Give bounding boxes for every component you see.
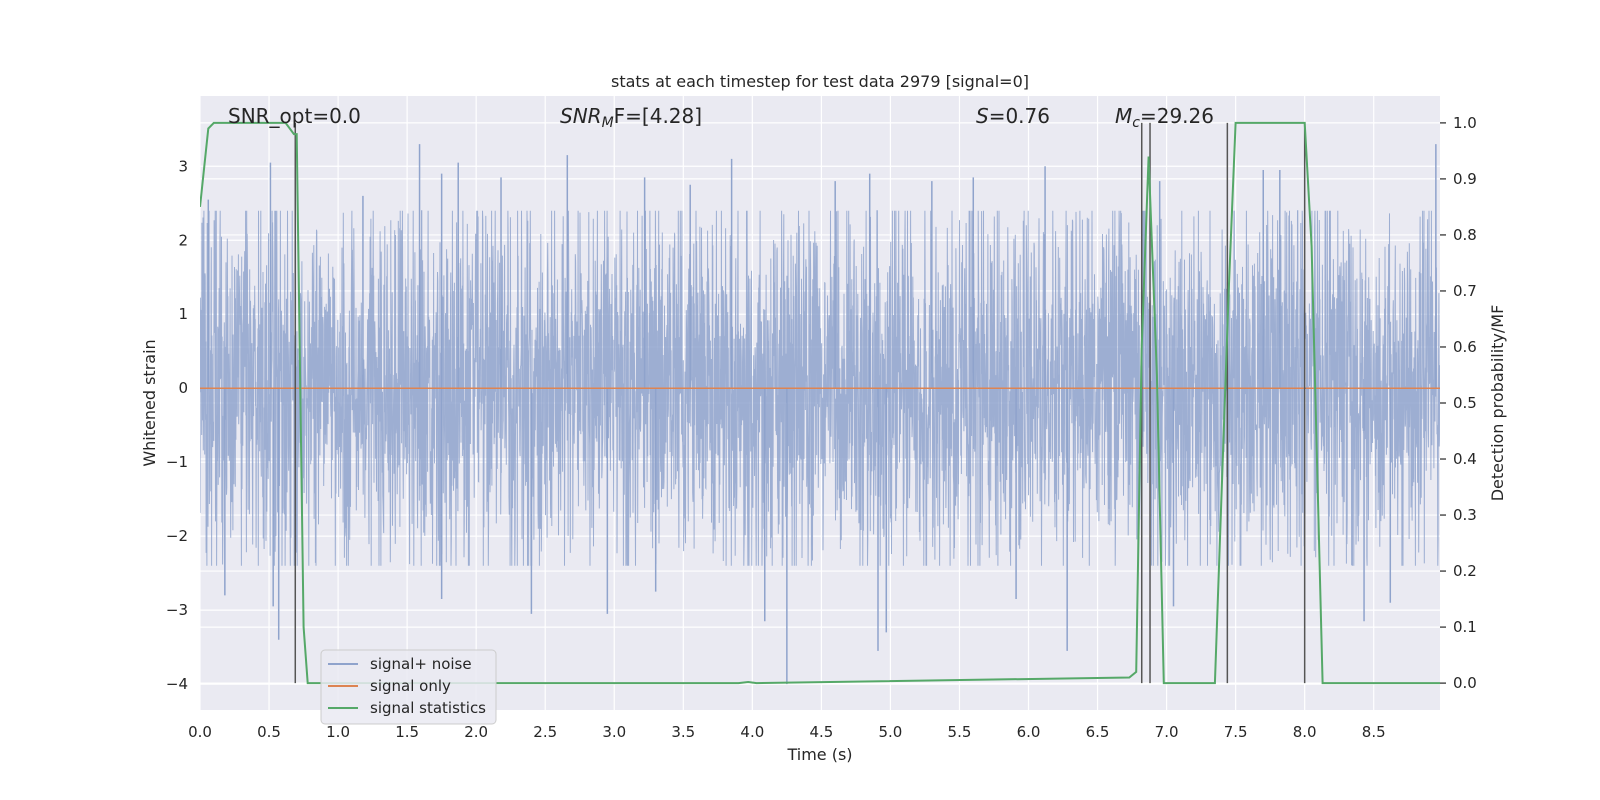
y2-tick-label: 0.0 <box>1453 674 1477 692</box>
y-tick-label: 2 <box>178 231 188 249</box>
x-tick-label: 4.0 <box>740 723 764 741</box>
x-tick-label: 7.5 <box>1224 723 1248 741</box>
x-axis-label: Time (s) <box>786 745 852 764</box>
series-signal-statistics <box>200 121 1440 685</box>
y2-tick-label: 0.9 <box>1453 170 1477 188</box>
legend-label-signal-statistics: signal statistics <box>370 699 486 717</box>
y-tick-label: −2 <box>166 527 188 545</box>
x-tick-label: 0.0 <box>188 723 212 741</box>
annotation-snr-opt: SNR_opt=0.0 <box>228 104 361 128</box>
annotation-snr-mf: SNRMF=[4.28] <box>560 104 702 131</box>
x-tick-label: 6.5 <box>1086 723 1110 741</box>
y-tick-label: 3 <box>178 157 188 175</box>
y2-tick-label: 1.0 <box>1453 114 1477 132</box>
legend: signal+ noise signal only signal statist… <box>320 649 497 725</box>
x-tick-label: 6.0 <box>1017 723 1041 741</box>
x-tick-label: 5.5 <box>948 723 972 741</box>
x-axis-ticks: 0.0 0.5 1.0 1.5 2.0 2.5 3.0 3.5 4.0 4.5 5.0 5.5 6.0 6… <box>188 723 1386 741</box>
y2-tick-label: 0.5 <box>1453 394 1477 412</box>
legend-label-signal-noise: signal+ noise <box>370 655 472 673</box>
y-tick-label: 1 <box>178 305 188 323</box>
y-tick-label: 0 <box>178 379 188 397</box>
x-tick-label: 3.5 <box>671 723 695 741</box>
x-tick-label: 8.0 <box>1293 723 1317 741</box>
x-tick-label: 7.0 <box>1155 723 1179 741</box>
y2-axis-ticks: 1.0 0.9 0.8 0.7 0.6 0.5 0.4 0.3 0.2 0.1 0.0 <box>1440 114 1477 692</box>
annotation-mc: Mc=29.26 <box>1115 104 1214 131</box>
annotation-s: S=0.76 <box>976 104 1050 128</box>
y2-tick-label: 0.2 <box>1453 562 1477 580</box>
y-axis-ticks: 3 2 1 0 −1 −2 −3 −4 <box>166 157 188 693</box>
y-tick-label: −1 <box>166 453 188 471</box>
chart-title: stats at each timestep for test data 297… <box>611 72 1029 91</box>
y2-tick-label: 0.6 <box>1453 338 1477 356</box>
x-tick-label: 5.0 <box>878 723 902 741</box>
y2-tick-label: 0.3 <box>1453 506 1477 524</box>
y-axis-label: Whitened strain <box>140 339 159 466</box>
x-tick-label: 1.5 <box>395 723 419 741</box>
x-tick-label: 0.5 <box>257 723 281 741</box>
legend-label-signal-only: signal only <box>370 677 451 695</box>
legend-box <box>320 649 497 725</box>
x-tick-label: 3.0 <box>602 723 626 741</box>
x-tick-label: 4.5 <box>809 723 833 741</box>
x-tick-label: 2.0 <box>464 723 488 741</box>
y2-tick-label: 0.7 <box>1453 282 1477 300</box>
y2-axis-label: Detection probability/MF <box>1488 305 1507 502</box>
y2-tick-label: 0.8 <box>1453 226 1477 244</box>
x-tick-label: 1.0 <box>326 723 350 741</box>
x-tick-label: 8.5 <box>1362 723 1386 741</box>
y2-tick-label: 0.1 <box>1453 618 1477 636</box>
y-tick-label: −3 <box>166 601 188 619</box>
y-tick-label: −4 <box>166 675 188 693</box>
y2-tick-label: 0.4 <box>1453 450 1477 468</box>
x-tick-label: 2.5 <box>533 723 557 741</box>
series-signal-noise <box>200 210 1440 567</box>
